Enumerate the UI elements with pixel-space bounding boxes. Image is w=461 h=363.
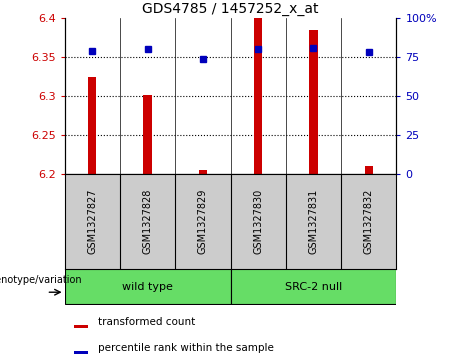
Text: GSM1327829: GSM1327829 bbox=[198, 189, 208, 254]
Bar bbox=[88, 77, 96, 174]
Bar bbox=[230, 269, 396, 304]
Text: GSM1327830: GSM1327830 bbox=[253, 189, 263, 254]
Bar bbox=[365, 166, 373, 174]
Bar bbox=[75, 351, 88, 354]
Text: SRC-2 null: SRC-2 null bbox=[285, 282, 342, 292]
Bar bbox=[75, 325, 88, 328]
Text: GSM1327828: GSM1327828 bbox=[142, 189, 153, 254]
Text: percentile rank within the sample: percentile rank within the sample bbox=[98, 343, 274, 354]
Text: GSM1327832: GSM1327832 bbox=[364, 189, 374, 254]
Text: genotype/variation: genotype/variation bbox=[0, 274, 82, 285]
Text: wild type: wild type bbox=[122, 282, 173, 292]
Bar bbox=[143, 95, 152, 174]
Text: GSM1327831: GSM1327831 bbox=[308, 189, 319, 254]
Bar bbox=[199, 170, 207, 174]
Bar bbox=[309, 30, 318, 174]
Text: transformed count: transformed count bbox=[98, 317, 195, 327]
Bar bbox=[254, 18, 262, 174]
Bar bbox=[65, 269, 230, 304]
Title: GDS4785 / 1457252_x_at: GDS4785 / 1457252_x_at bbox=[142, 2, 319, 16]
Text: GSM1327827: GSM1327827 bbox=[87, 189, 97, 254]
